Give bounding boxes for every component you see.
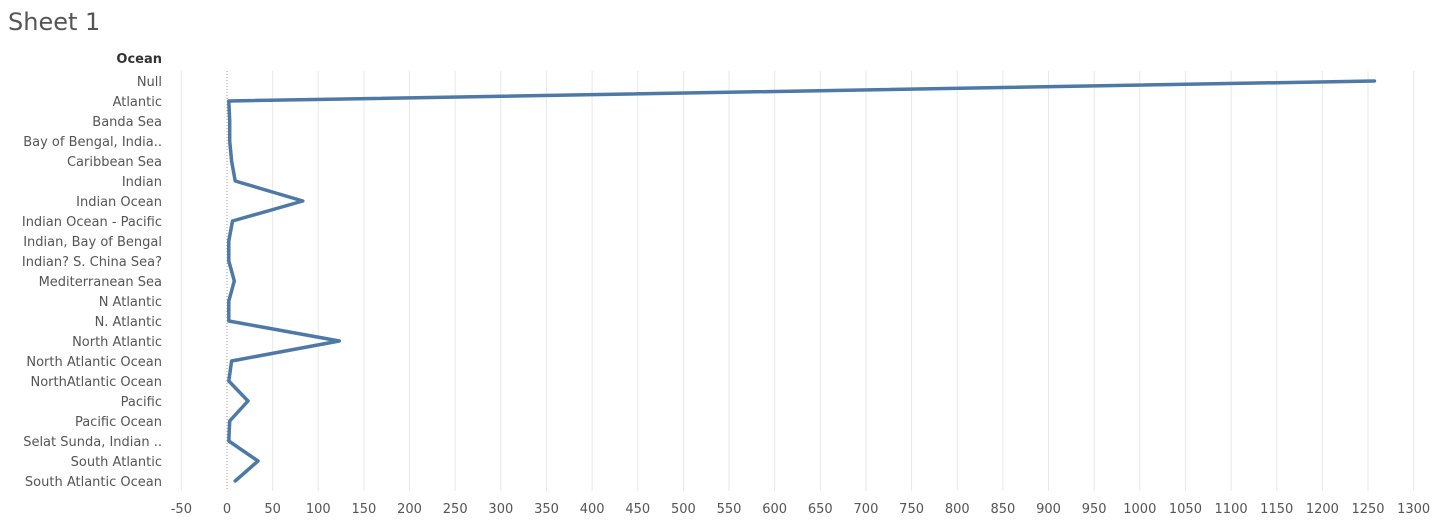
- x-tick-label: 1000: [1123, 502, 1156, 517]
- x-tick-label: 500: [671, 502, 696, 517]
- y-category-label: N. Atlantic: [95, 315, 162, 330]
- y-category-label: Indian Ocean: [76, 195, 162, 210]
- y-category-label: Indian? S. China Sea?: [22, 255, 162, 270]
- y-category-label: South Atlantic: [71, 455, 162, 470]
- y-category-label: Indian Ocean - Pacific: [22, 215, 162, 230]
- y-category-label: NorthAtlantic Ocean: [30, 375, 162, 390]
- x-tick-label: 100: [306, 502, 331, 517]
- y-category-label: Banda Sea: [92, 115, 162, 130]
- y-category-label: Pacific Ocean: [75, 415, 162, 430]
- x-tick-label: 1150: [1260, 502, 1293, 517]
- x-tick-label: 600: [762, 502, 787, 517]
- x-tick-label: 900: [1036, 502, 1061, 517]
- row-header: Ocean: [116, 52, 162, 67]
- x-tick-label: 150: [352, 502, 377, 517]
- y-category-label: Caribbean Sea: [67, 155, 162, 170]
- x-tick-label: 250: [443, 502, 468, 517]
- y-category-label: Bay of Bengal, India..: [23, 135, 162, 150]
- x-tick-label: 300: [488, 502, 513, 517]
- y-category-label: N Atlantic: [99, 295, 162, 310]
- y-category-label: North Atlantic: [72, 335, 162, 350]
- y-category-label: Null: [137, 75, 162, 90]
- x-tick-label: 1050: [1169, 502, 1202, 517]
- x-tick-label: 0: [223, 502, 231, 517]
- x-tick-label: 200: [397, 502, 422, 517]
- x-tick-label: 1250: [1351, 502, 1384, 517]
- x-tick-label: 400: [580, 502, 605, 517]
- x-tick-label: 800: [945, 502, 970, 517]
- series-line: [227, 79, 1377, 483]
- x-tick-label: 350: [534, 502, 559, 517]
- x-tick-label: 50: [264, 502, 281, 517]
- x-tick-label: 450: [625, 502, 650, 517]
- x-tick-label: 750: [899, 502, 924, 517]
- y-category-label: Selat Sunda, Indian ..: [23, 435, 162, 450]
- x-tick-label: -50: [171, 502, 192, 517]
- x-tick-label: 1300: [1397, 502, 1430, 517]
- y-category-label: Atlantic: [113, 95, 162, 110]
- x-tick-label: 650: [808, 502, 833, 517]
- x-tick-label: 950: [1082, 502, 1107, 517]
- x-tick-label: 700: [854, 502, 879, 517]
- y-category-label: Indian: [122, 175, 162, 190]
- x-tick-label: 1100: [1215, 502, 1248, 517]
- x-tick-label: 850: [990, 502, 1015, 517]
- y-category-label: Pacific: [121, 395, 162, 410]
- y-category-label: Mediterranean Sea: [39, 275, 162, 290]
- y-category-label: South Atlantic Ocean: [25, 475, 162, 490]
- y-category-label: Indian, Bay of Bengal: [23, 235, 162, 250]
- y-category-label: North Atlantic Ocean: [26, 355, 162, 370]
- x-tick-label: 550: [717, 502, 742, 517]
- sheet-title: Sheet 1: [8, 8, 101, 36]
- x-tick-label: 1200: [1306, 502, 1339, 517]
